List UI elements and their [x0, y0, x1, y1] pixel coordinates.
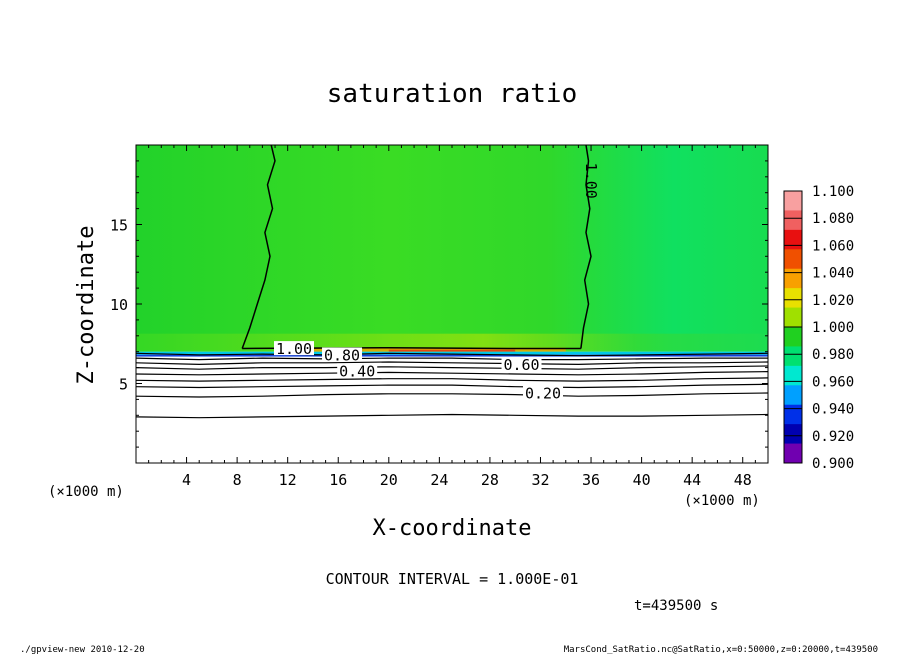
colorbar-label: 1.040	[812, 266, 854, 282]
contour-line	[242, 346, 581, 350]
footer-left: ./gpview-new 2010-12-20	[20, 645, 145, 654]
contour-label: 0.40	[339, 362, 375, 380]
contour-label-bg	[322, 347, 363, 362]
contour-line	[136, 413, 768, 419]
contour-label: 0.60	[503, 356, 539, 374]
colorbar-label: 0.940	[812, 402, 854, 418]
x-tick-label: 32	[531, 471, 549, 489]
contour-label: 0.20	[525, 385, 561, 403]
contour-line	[136, 357, 768, 361]
colorbar-swatch	[784, 307, 802, 328]
colorbar-swatch	[784, 443, 802, 464]
colorbar-label: 1.060	[812, 238, 854, 254]
x-unit-left: (×1000 m)	[48, 484, 124, 500]
colorbar-swatch	[784, 210, 802, 231]
contour-label: 1.00	[276, 340, 312, 358]
colorbar-swatch	[784, 404, 802, 425]
contour-label-bg	[274, 341, 314, 356]
contour-line	[136, 361, 768, 366]
colorbar-label: 0.960	[812, 374, 854, 390]
colorbar-swatch	[784, 191, 802, 211]
field-cloud-edge-blue	[136, 354, 768, 357]
colorbar-swatch	[784, 268, 802, 289]
x-unit-right: (×1000 m)	[684, 493, 760, 509]
colorbar-swatch	[784, 288, 802, 309]
colorbar-label: 0.980	[812, 347, 854, 363]
contour-lines: 1.00 1.00 0.800.40 0.60 0.20	[136, 145, 768, 419]
x-tick-label: 16	[329, 471, 347, 489]
contour-line	[241, 145, 276, 349]
colorbar-label: 0.900	[812, 456, 854, 472]
contour-line	[136, 365, 768, 370]
colorbar-swatch	[784, 346, 802, 367]
x-tick-label: 28	[481, 471, 499, 489]
x-axis-ticks: 4 8 12 16 20 24 28 32 36 40 44 48	[148, 145, 756, 489]
colorbar-swatch	[784, 365, 802, 386]
contour-line	[580, 145, 592, 349]
chart-title: saturation ratio	[327, 79, 577, 109]
colorbar-swatch	[784, 424, 802, 445]
footer-right: MarsCond_SatRatio.nc@SatRatio,x=0:50000,…	[564, 645, 878, 654]
contour-line	[136, 377, 768, 382]
field-saturated-region	[136, 145, 768, 352]
x-tick-label: 24	[430, 471, 448, 489]
x-tick-label: 12	[279, 471, 297, 489]
colorbar-label: 0.920	[812, 429, 854, 445]
field-cloud-edge	[136, 351, 768, 355]
x-axis-label: X-coordinate	[373, 516, 532, 541]
contour-label-bg	[337, 363, 378, 378]
contour-interval-label: CONTOUR INTERVAL = 1.000E-01	[326, 570, 579, 588]
x-tick-label: 48	[734, 471, 752, 489]
contour-line	[136, 392, 768, 398]
contour-line	[136, 371, 768, 376]
x-tick-label: 20	[380, 471, 398, 489]
y-axis-label: Z-coordinate	[74, 226, 99, 385]
y-tick-label: 15	[110, 217, 128, 235]
y-axis-ticks: 5 10 15	[110, 160, 768, 448]
x-tick-label: 44	[683, 471, 701, 489]
colorbar-swatch	[784, 327, 802, 347]
time-label: t=439500 s	[634, 598, 718, 614]
colorbar-label: 1.000	[812, 320, 854, 336]
colorbar-label: 1.100	[812, 184, 854, 200]
contour-label-bg	[501, 357, 542, 372]
contour-label: 1.00	[582, 163, 600, 199]
y-tick-label: 10	[110, 296, 128, 314]
colorbar-swatch	[784, 249, 802, 270]
x-tick-label: 4	[182, 471, 191, 489]
colorbar: 1.100 1.080 1.060 1.040 1.020 1.000 0.980 0.960…	[783, 184, 854, 472]
field-peak-strip	[388, 349, 516, 352]
contour-label-bg	[523, 385, 564, 400]
colorbar-swatch	[784, 385, 802, 406]
colorbar-label: 1.080	[812, 211, 854, 227]
x-tick-label: 40	[633, 471, 651, 489]
x-tick-label: 8	[233, 471, 242, 489]
x-tick-label: 36	[582, 471, 600, 489]
contour-label: 0.80	[324, 346, 360, 364]
colorbar-label: 1.020	[812, 293, 854, 309]
contour-line	[136, 352, 768, 357]
contour-line	[136, 383, 768, 389]
colorbar-swatch	[784, 229, 802, 250]
y-tick-label: 5	[119, 376, 128, 394]
